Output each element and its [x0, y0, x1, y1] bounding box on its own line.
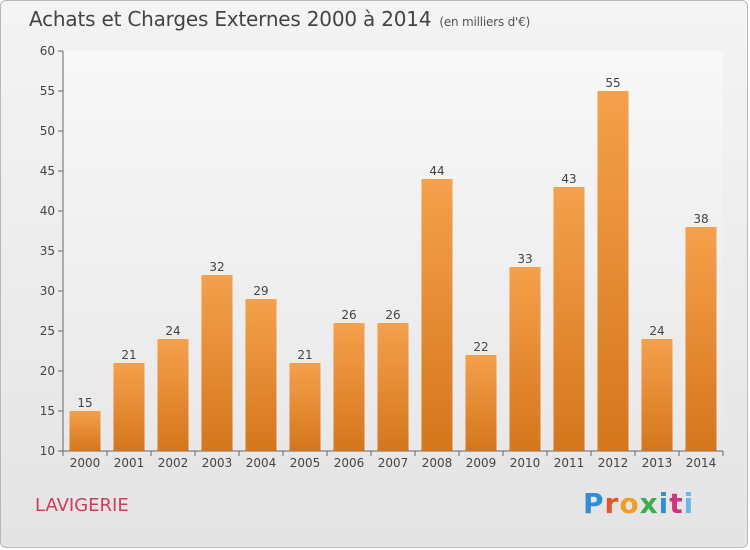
- logo-letter: t: [669, 487, 684, 520]
- bar: [157, 339, 189, 451]
- bar: [289, 363, 321, 451]
- bar: [597, 91, 629, 451]
- y-tick-label: 25: [40, 324, 55, 338]
- y-tick-label: 35: [40, 244, 55, 258]
- bar: [69, 411, 101, 451]
- data-label: 43: [561, 172, 576, 186]
- commune-name: LAVIGERIE: [35, 495, 129, 516]
- x-tick-label: 2000: [70, 456, 101, 470]
- bar: [685, 227, 717, 451]
- bar: [333, 323, 365, 451]
- data-label: 38: [693, 212, 708, 226]
- y-tick-label: 60: [40, 44, 55, 58]
- bar: [509, 267, 541, 451]
- x-tick-label: 2014: [686, 456, 717, 470]
- chart-subtitle: (en milliers d'€): [439, 15, 531, 29]
- bar: [245, 299, 277, 451]
- chart-title: Achats et Charges Externes 2000 à 2014 (e…: [29, 7, 530, 31]
- data-label: 33: [517, 252, 532, 266]
- data-label: 44: [429, 164, 444, 178]
- x-tick-label: 2010: [510, 456, 541, 470]
- data-label: 29: [253, 284, 268, 298]
- bar: [377, 323, 409, 451]
- data-label: 15: [77, 396, 92, 410]
- y-tick-label: 55: [40, 84, 55, 98]
- x-tick-label: 2001: [114, 456, 145, 470]
- y-tick-label: 40: [40, 204, 55, 218]
- data-label: 21: [297, 348, 312, 362]
- logo-letter: P: [583, 487, 605, 520]
- logo-letter: x: [639, 487, 659, 520]
- y-tick-label: 45: [40, 164, 55, 178]
- bar: [465, 355, 497, 451]
- chart-title-text: Achats et Charges Externes 2000 à 2014: [29, 7, 432, 31]
- bar: [641, 339, 673, 451]
- data-label: 55: [605, 76, 620, 90]
- data-label: 32: [209, 260, 224, 274]
- data-label: 24: [649, 324, 664, 338]
- bar: [201, 275, 233, 451]
- bar: [553, 187, 585, 451]
- x-tick-label: 2004: [246, 456, 277, 470]
- y-tick-label: 20: [40, 364, 55, 378]
- data-label: 21: [121, 348, 136, 362]
- x-tick-label: 2003: [202, 456, 233, 470]
- data-label: 24: [165, 324, 180, 338]
- y-tick-label: 10: [40, 444, 55, 458]
- x-tick-label: 2007: [378, 456, 409, 470]
- logo-letter: i: [658, 487, 670, 520]
- bar: [421, 179, 453, 451]
- x-tick-label: 2008: [422, 456, 453, 470]
- x-tick-label: 2011: [554, 456, 585, 470]
- bar: [113, 363, 145, 451]
- data-label: 26: [341, 308, 356, 322]
- data-label: 22: [473, 340, 488, 354]
- proxiti-logo[interactable]: Proxiti: [583, 487, 694, 520]
- y-tick-label: 15: [40, 404, 55, 418]
- y-tick-label: 30: [40, 284, 55, 298]
- x-tick-label: 2005: [290, 456, 321, 470]
- data-label: 26: [385, 308, 400, 322]
- logo-letter: r: [604, 487, 620, 520]
- logo-letter: o: [619, 487, 640, 520]
- x-tick-label: 2012: [598, 456, 629, 470]
- x-tick-label: 2013: [642, 456, 673, 470]
- x-tick-label: 2002: [158, 456, 189, 470]
- x-tick-label: 2006: [334, 456, 365, 470]
- logo-letter: i: [683, 487, 695, 520]
- y-tick-label: 50: [40, 124, 55, 138]
- x-tick-label: 2009: [466, 456, 497, 470]
